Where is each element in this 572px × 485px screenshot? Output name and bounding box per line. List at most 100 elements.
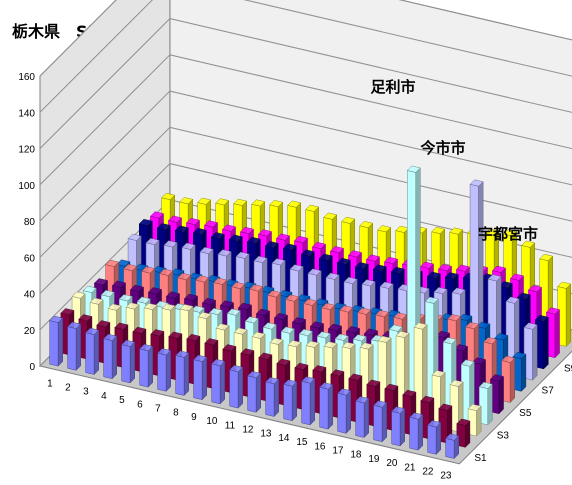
bar-top	[125, 302, 140, 310]
bar-top	[145, 237, 160, 246]
bar-top	[354, 262, 369, 270]
bar-top	[89, 297, 104, 305]
bar-s1-x20	[391, 406, 406, 447]
bar-top	[390, 266, 405, 274]
bar-top	[167, 215, 183, 223]
bar-top	[325, 272, 340, 280]
bar-top	[168, 331, 183, 339]
bar-top	[467, 403, 482, 411]
x-tick-label: 19	[368, 454, 380, 465]
bar-top	[438, 403, 453, 411]
bar-top	[251, 331, 266, 339]
bar-top	[179, 304, 194, 312]
bar-top	[257, 229, 273, 237]
bar-top	[557, 281, 572, 289]
bar-top	[165, 291, 181, 299]
bar-s1-x8	[175, 350, 190, 397]
bar-top	[345, 326, 361, 334]
x-tick-label: 22	[422, 467, 434, 478]
bar-top	[282, 243, 297, 251]
bar-side	[93, 329, 99, 376]
x-tick-label: 17	[332, 446, 344, 457]
gridline	[39, 18, 572, 149]
bar-top	[141, 266, 156, 274]
bar-side	[417, 414, 423, 451]
bar-top	[305, 204, 320, 212]
bar-top	[262, 322, 277, 330]
y-tick-label: 40	[24, 290, 36, 301]
bar-top	[307, 268, 322, 276]
bar-top	[197, 197, 212, 205]
bar-top	[211, 359, 226, 367]
bar-top	[267, 290, 282, 298]
y-tick-label: 80	[24, 217, 36, 228]
bar-top	[121, 339, 136, 347]
bar-front	[247, 375, 257, 413]
bar-top	[391, 406, 406, 414]
bar-s9-x23	[534, 314, 549, 370]
bar-top	[183, 293, 199, 301]
bar-top	[275, 233, 291, 241]
bar-top	[237, 302, 253, 310]
bar-top	[478, 381, 493, 389]
bar-front	[337, 392, 347, 434]
y-tick-label: 60	[24, 253, 36, 264]
bar-top	[521, 240, 536, 248]
bar-top	[49, 315, 64, 323]
bar-top	[301, 376, 316, 384]
y-tick-label: 160	[18, 72, 35, 83]
bar-top	[287, 200, 302, 208]
bar-top	[395, 330, 410, 339]
bar-top	[210, 232, 225, 240]
bar-s1-x14	[283, 379, 298, 422]
bar-s10-x23	[545, 307, 561, 359]
bar-s1-x1	[49, 315, 64, 367]
bar-top	[476, 321, 491, 329]
bar-top	[149, 211, 165, 219]
bar-top	[132, 326, 147, 334]
bar-front	[265, 381, 275, 417]
bar-top	[321, 302, 336, 311]
x-tick-label: 16	[314, 441, 326, 452]
bar-top	[186, 333, 201, 342]
bar-top	[491, 265, 507, 273]
bar-top	[406, 165, 421, 173]
bar-top	[96, 320, 111, 328]
bar-top	[251, 199, 266, 207]
bar-top	[424, 296, 439, 304]
bar-top	[67, 321, 82, 329]
bar-s1-x19	[373, 400, 388, 443]
bar-top	[527, 285, 543, 293]
bar-top	[215, 323, 230, 331]
bar-top	[442, 337, 457, 345]
gridline	[39, 90, 572, 222]
bar-front	[175, 355, 185, 396]
bar-top	[316, 331, 331, 339]
bar-top	[123, 263, 138, 272]
bar-side	[509, 357, 515, 404]
bar-side	[487, 383, 493, 426]
x-tick-label: 3	[83, 387, 89, 398]
bar-top	[312, 365, 327, 373]
bar-side	[327, 384, 333, 430]
x-tick-label: 15	[296, 437, 308, 448]
bar-s1-x23	[445, 433, 460, 460]
bar-top	[161, 192, 176, 200]
bar-top	[319, 382, 334, 390]
bar-top	[444, 272, 459, 280]
bar-top	[203, 220, 219, 228]
bar-top	[217, 249, 232, 257]
bar-side	[554, 309, 560, 359]
bar-top	[347, 250, 363, 258]
x-tick-label: 8	[173, 408, 179, 419]
bar-top	[327, 323, 343, 331]
bar-top	[453, 344, 469, 352]
bar-s1-x15	[301, 376, 316, 426]
bar-s1-x7	[157, 348, 172, 392]
bar-top	[427, 420, 442, 428]
bar-top	[451, 287, 466, 295]
bar-top	[485, 228, 500, 236]
bar-front	[283, 383, 293, 422]
bar-top	[195, 275, 210, 283]
bar-s1-x16	[319, 382, 334, 430]
